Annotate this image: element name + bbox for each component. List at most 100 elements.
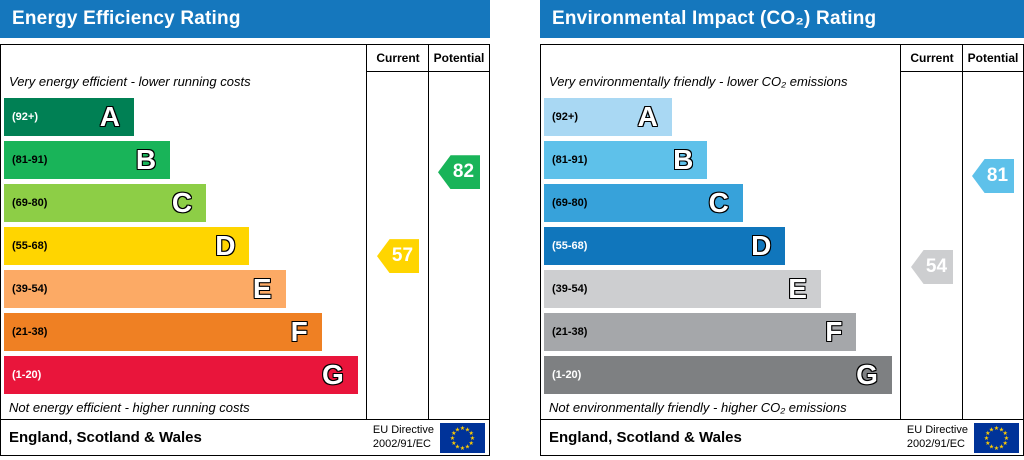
current-column-divider [366,45,367,419]
band-range: (1-20) [552,368,582,381]
band-row: (55-68) D [4,224,365,267]
eu-directive-line2: 2002/91/EC [906,437,965,450]
potential-column-divider [428,45,429,419]
band-letter: D [751,229,772,261]
potential-column-divider [962,45,963,419]
band-range: (39-54) [552,282,588,295]
bottom-note: Not environmentally friendly - higher CO… [549,400,847,415]
eu-directive-text: EU Directive 2002/91/EC [907,424,968,452]
chart-footer: England, Scotland & Wales EU Directive 2… [541,419,1023,455]
band-range: (55-68) [12,239,48,252]
svg-text:★: ★ [465,426,470,433]
band-letter: E [252,272,272,304]
band-row: (81-91) B [544,138,899,181]
potential-column-header: Potential [433,51,485,65]
band-letter: D [215,229,236,261]
band-row: (1-20) G [544,353,899,396]
band-row: (21-38) F [544,310,899,353]
svg-text:★: ★ [455,426,460,433]
svg-text:★: ★ [470,435,475,442]
footer-region: England, Scotland & Wales [549,429,742,446]
current-rating-value: 57 [391,245,414,267]
band-letter: G [321,358,344,390]
potential-column-header: Potential [967,51,1019,65]
current-column-divider [900,45,901,419]
band-c: (69-80) C [544,183,743,222]
svg-text:★: ★ [451,440,456,447]
eu-flag-icon: ★ ★★ ★★★ ★★★ ★★★ [974,422,1019,453]
band-letter: G [856,358,878,390]
band-b: (81-91) B [4,140,171,179]
band-range: (92+) [12,110,38,123]
band-row: (92+) A [4,95,365,138]
band-e: (39-54) E [4,269,286,308]
bottom-note: Not energy efficient - higher running co… [9,400,250,415]
svg-text:★: ★ [1004,435,1009,442]
energy-chart-title-bar: Energy Efficiency Rating [0,0,490,38]
band-range: (1-20) [12,368,42,381]
band-range: (81-91) [12,153,48,166]
environmental-chart-box: Current Potential Very environmentally f… [540,44,1024,456]
band-b: (81-91) B [544,140,708,179]
band-row: (39-54) E [4,267,365,310]
rating-bands: (92+) A (81-91) B (69-80) C [4,95,365,396]
band-row: (81-91) B [4,138,365,181]
svg-text:★: ★ [455,443,460,450]
svg-text:★: ★ [999,426,1004,433]
environmental-impact-chart: Environmental Impact (CO₂) Rating Curren… [540,0,1024,456]
band-row: (39-54) E [544,267,899,310]
svg-text:★: ★ [460,425,465,432]
band-d: (55-68) D [544,226,786,265]
eu-directive-line1: EU Directive [906,423,968,436]
svg-text:★: ★ [450,435,455,442]
svg-text:★: ★ [469,430,474,437]
band-letter: B [673,143,694,175]
band-row: (55-68) D [544,224,899,267]
svg-text:★: ★ [985,430,990,437]
current-rating-arrow: 54 [911,250,953,284]
eu-directive-text: EU Directive 2002/91/EC [373,424,434,452]
eu-directive-line1: EU Directive [372,423,434,436]
eu-directive-line2: 2002/91/EC [372,437,431,450]
svg-text:★: ★ [994,445,999,452]
current-rating-value: 54 [925,256,948,277]
band-e: (39-54) E [544,269,821,308]
svg-text:★: ★ [451,430,456,437]
current-rating-arrow: 57 [377,239,419,274]
svg-text:★: ★ [999,443,1004,450]
svg-text:★: ★ [984,435,989,442]
svg-text:★: ★ [469,440,474,447]
band-range: (69-80) [12,196,48,209]
band-range: (81-91) [552,153,588,166]
potential-rating-value: 81 [986,165,1009,186]
band-letter: A [637,100,658,132]
band-letter: C [708,186,729,218]
band-g: (1-20) G [544,355,892,394]
footer-region: England, Scotland & Wales [9,429,202,446]
svg-text:★: ★ [994,425,999,432]
potential-rating-value: 82 [452,161,475,183]
potential-rating-arrow: 82 [438,155,480,190]
svg-text:★: ★ [989,443,994,450]
eu-flag-icon: ★ ★★ ★★★ ★★★ ★★★ [440,422,485,453]
band-d: (55-68) D [4,226,250,265]
band-range: (21-38) [552,325,588,338]
environmental-chart-title-bar: Environmental Impact (CO₂) Rating [540,0,1024,38]
band-c: (69-80) C [4,183,207,222]
band-letter: F [825,315,843,347]
band-range: (69-80) [552,196,588,209]
band-range: (92+) [552,110,578,123]
energy-chart-box: Current Potential Very energy efficient … [0,44,490,456]
band-letter: C [171,186,193,218]
environmental-chart-title: Environmental Impact (CO₂) Rating [552,8,877,29]
band-a: (92+) A [544,97,672,136]
band-f: (21-38) F [544,312,857,351]
current-column-header: Current [910,51,954,65]
band-f: (21-38) F [4,312,322,351]
svg-text:★: ★ [989,426,994,433]
svg-text:★: ★ [985,440,990,447]
top-note: Very energy efficient - lower running co… [9,74,251,89]
band-letter: F [290,315,308,347]
top-note: Very environmentally friendly - lower CO… [549,74,848,89]
